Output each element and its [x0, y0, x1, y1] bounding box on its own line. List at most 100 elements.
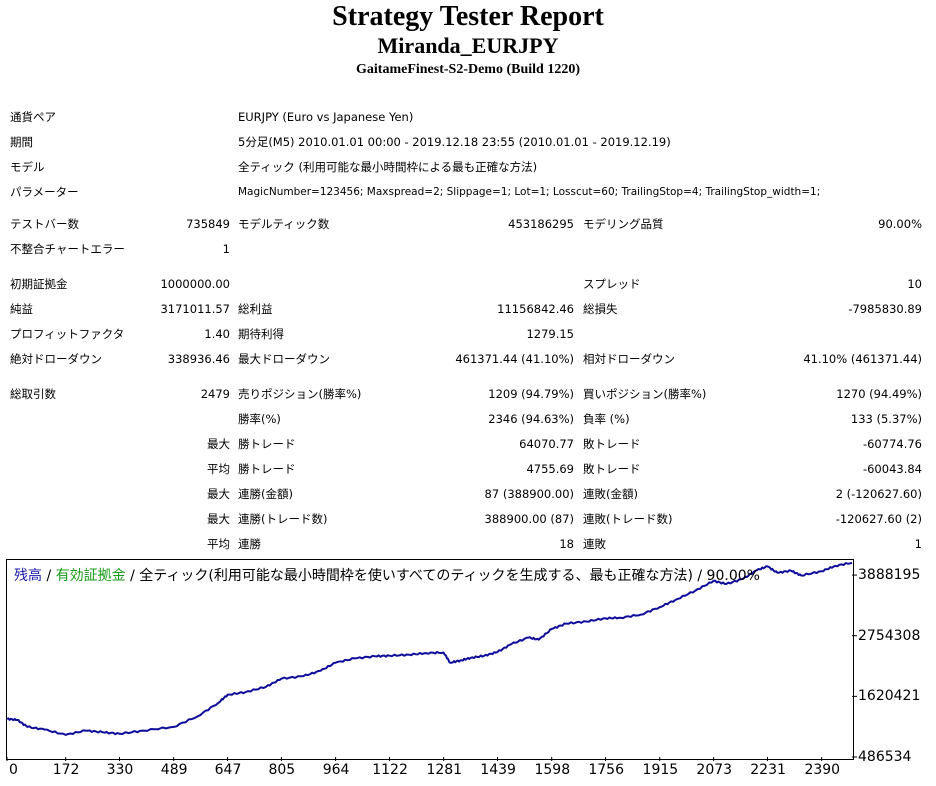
report-title: Strategy Tester Report	[332, 1, 604, 32]
test-bars-value: 735849	[186, 217, 230, 231]
avg-prefix: 平均	[207, 537, 230, 551]
gross-loss-value: -7985830.89	[848, 302, 922, 316]
test-bars-label: テストバー数	[10, 217, 79, 231]
max-cons-losses-money-value: 2 (-120627.60)	[835, 487, 922, 501]
mismatch-value: 1	[222, 242, 230, 256]
max-cons-wins-count-value: 388900.00 (87)	[484, 512, 574, 526]
short-positions-value: 1209 (94.79%)	[488, 387, 574, 401]
deposit-label: 初期証拠金	[10, 277, 68, 291]
net-profit-value: 3171011.57	[160, 302, 230, 316]
pair-value: EURJPY (Euro vs Japanese Yen)	[238, 110, 414, 124]
legend-balance: 残高	[14, 568, 42, 584]
total-trades-value: 2479	[200, 387, 230, 401]
avg-win-label: 勝トレード	[238, 462, 296, 476]
gross-profit-label: 総利益	[238, 302, 273, 316]
period-value: 5分足(M5) 2010.01.01 00:00 - 2019.12.18 23…	[238, 135, 671, 149]
profit-factor-value: 1.40	[204, 327, 230, 341]
model-ticks-label: モデルティック数	[238, 217, 330, 231]
max-prefix: 最大	[207, 437, 230, 451]
loss-rate-label: 負率 (%)	[583, 412, 630, 426]
avg-loss-value: -60043.84	[862, 462, 922, 476]
win-rate-label: 勝率(%)	[238, 412, 281, 426]
max-cons-wins-money-label: 連勝(金額)	[238, 487, 293, 501]
x-tick-label: 489	[160, 762, 188, 778]
max-cons-losses-money-label: 連敗(金額)	[583, 487, 638, 501]
profit-factor-label: プロフィットファクタ	[10, 327, 125, 341]
chart-legend: 残高 / 有効証拠金 / 全ティック(利用可能な最小時間枠を使いすべてのティック…	[14, 567, 760, 585]
x-tick-label: 1122	[372, 762, 408, 778]
abs-drawdown-label: 絶対ドローダウン	[10, 352, 102, 366]
avg-loss-label: 敗トレード	[583, 462, 641, 476]
long-positions-value: 1270 (94.49%)	[836, 387, 922, 401]
model-value: 全ティック (利用可能な最小時間枠による最も正確な方法)	[238, 160, 538, 174]
x-tick-label: 964	[322, 762, 350, 778]
total-trades-label: 総取引数	[10, 387, 56, 401]
long-positions-label: 買いポジション(勝率%)	[583, 387, 707, 401]
x-tick-label: 330	[106, 762, 134, 778]
largest-loss-value: -60774.76	[862, 437, 922, 451]
x-tick-label: 0	[9, 762, 18, 778]
avg-cons-wins-value: 18	[559, 537, 574, 551]
pair-label: 通貨ペア	[10, 110, 56, 124]
rel-drawdown-label: 相対ドローダウン	[583, 352, 675, 366]
avg-cons-losses-label: 連敗	[583, 537, 606, 551]
expected-payoff-label: 期待利得	[238, 327, 284, 341]
loss-rate-value: 133 (5.37%)	[850, 412, 922, 426]
x-tick-label: 2073	[696, 762, 733, 778]
rel-drawdown-value: 41.10% (461371.44)	[803, 352, 922, 366]
max-drawdown-value: 461371.44 (41.10%)	[455, 352, 574, 366]
balance-line-series-0	[6, 561, 853, 736]
short-positions-label: 売りポジション(勝率%)	[238, 387, 362, 401]
abs-drawdown-value: 338936.46	[167, 352, 230, 366]
max-cons-wins-count-label: 連勝(トレード数)	[238, 512, 328, 526]
x-tick-label: 1281	[426, 762, 463, 778]
x-tick-label: 647	[214, 762, 242, 778]
ea-name: Miranda_EURJPY	[377, 33, 559, 58]
x-tick-label: 2390	[804, 762, 841, 778]
y-tick-label: 3888195	[858, 567, 921, 584]
y-tick-label: 486534	[858, 749, 912, 765]
server-name: GaitameFinest-S2-Demo (Build 1220)	[356, 62, 580, 77]
largest-win-label: 勝トレード	[238, 437, 296, 451]
legend-sep: /	[42, 568, 56, 584]
legend-model-desc: / 全ティック(利用可能な最小時間枠を使いすべてのティックを生成する、最も正確な…	[125, 568, 760, 584]
gross-profit-value: 11156842.46	[497, 302, 574, 316]
modeling-quality-value: 90.00%	[878, 217, 922, 231]
expected-payoff-value: 1279.15	[526, 327, 574, 341]
x-tick-label: 1439	[480, 762, 516, 778]
max-cons-wins-money-value: 87 (388900.00)	[484, 487, 574, 501]
legend-equity: 有効証拠金	[55, 568, 126, 584]
y-tick-label: 2754308	[858, 627, 921, 644]
largest-loss-label: 敗トレード	[583, 437, 641, 451]
avg-cons-losses-value: 1	[914, 537, 922, 551]
max-prefix: 最大	[207, 487, 230, 501]
largest-win-value: 64070.77	[519, 437, 574, 451]
y-tick-label: 1620421	[858, 688, 921, 705]
max-drawdown-label: 最大ドローダウン	[238, 352, 330, 366]
avg-win-value: 4755.69	[526, 462, 574, 476]
model-ticks-value: 453186295	[508, 217, 574, 231]
params-label: パラメーター	[10, 185, 79, 199]
params-value: MagicNumber=123456; Maxspread=2; Slippag…	[238, 186, 821, 198]
mismatch-label: 不整合チャートエラー	[10, 242, 125, 256]
max-cons-losses-count-value: -120627.60 (2)	[835, 512, 922, 526]
equity-chart-frame	[6, 559, 854, 760]
x-tick-label: 172	[52, 762, 80, 778]
net-profit-label: 純益	[10, 302, 33, 316]
x-tick-label: 805	[268, 762, 296, 778]
avg-cons-wins-label: 連勝	[238, 537, 261, 551]
x-tick-label: 1756	[588, 762, 624, 778]
avg-prefix: 平均	[207, 462, 230, 476]
period-label: 期間	[10, 135, 33, 149]
deposit-value: 1000000.00	[160, 277, 230, 291]
spread-label: スプレッド	[583, 277, 641, 291]
x-tick-label: 1915	[642, 762, 679, 778]
x-tick-label: 1598	[534, 762, 571, 778]
win-rate-value: 2346 (94.63%)	[488, 412, 574, 426]
model-label: モデル	[10, 160, 45, 174]
modeling-quality-label: モデリング品質	[583, 217, 664, 231]
max-prefix: 最大	[207, 512, 230, 526]
gross-loss-label: 総損失	[583, 302, 618, 316]
max-cons-losses-count-label: 連敗(トレード数)	[583, 512, 673, 526]
